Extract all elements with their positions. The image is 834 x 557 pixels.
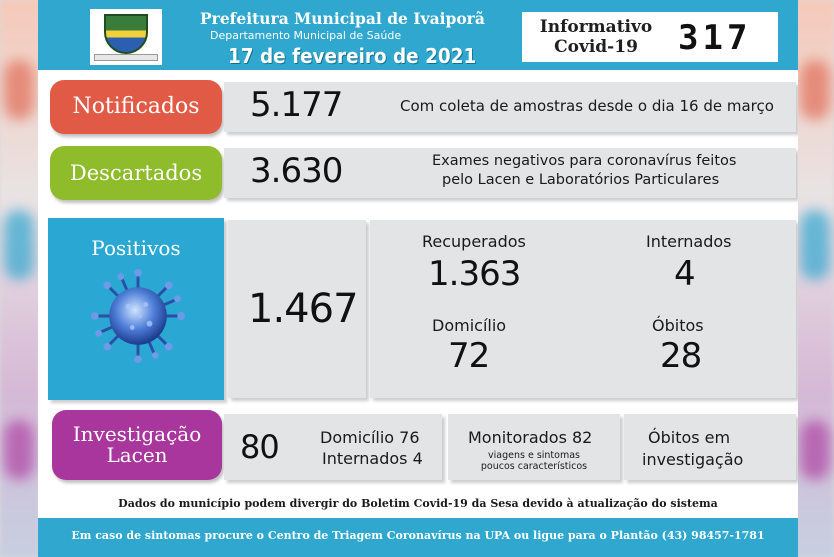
notificados-description: Com coleta de amostras desde o dia 16 de… [400, 97, 774, 115]
notificados-panel: 5.177 Com coleta de amostras desde o dia… [224, 82, 796, 132]
footer: Em caso de sintomas procure o Centro de … [38, 518, 798, 557]
recuperados-label: Recuperados [422, 232, 526, 251]
informativo-number: 317 [678, 18, 752, 58]
investigacao-label-line1: Investigação [72, 422, 202, 446]
monitorados-value: Monitorados 82 [468, 428, 593, 447]
investigacao-domicilio: Domicílio 76 [320, 428, 420, 447]
prefeitura-title: Prefeitura Municipal de Ivaiporã [200, 9, 485, 28]
investigacao-label-line2: Lacen [106, 443, 168, 467]
internados-label: Internados [646, 232, 732, 251]
monitorados-note-line2: poucos característicos [480, 461, 588, 472]
descartados-panel: 3.630 Exames negativos para coronavírus … [224, 148, 796, 198]
virus-icon [90, 268, 186, 364]
descartados-description-line1: Exames negativos para coronavírus feitos [432, 153, 737, 169]
positivos-details-panel: Recuperados 1.363 Internados 4 Domicílio… [370, 220, 796, 398]
investigacao-value: 80 [240, 428, 280, 466]
informativo-title: Informativo Covid-19 [539, 17, 653, 57]
internados-value: 4 [674, 254, 696, 294]
informativo-box: Informativo Covid-19 317 [522, 12, 778, 62]
positivos-total-panel: 1.467 [228, 220, 366, 398]
municipal-logo [90, 9, 162, 65]
positivos-value: 1.467 [248, 286, 359, 332]
investigacao-internados: Internados 4 [322, 449, 423, 468]
obitos-value: 28 [660, 336, 702, 376]
disclaimer: Dados do município podem divergir do Bol… [118, 497, 718, 510]
covid-bulletin-card: Prefeitura Municipal de Ivaiporã Departa… [38, 0, 798, 557]
recuperados-value: 1.363 [428, 254, 521, 294]
positivos-panel: Positivos [48, 218, 224, 400]
notificados-value: 5.177 [250, 85, 343, 125]
investigacao-total-panel: 80 Domicílio 76 Internados 4 [224, 414, 442, 480]
obitos-investigacao-line1: Óbitos em [648, 428, 731, 447]
descartados-value: 3.630 [250, 151, 343, 191]
departamento-subtitle: Departamento Municipal de Saúde [210, 29, 402, 42]
logo-ribbon [94, 54, 158, 61]
domicilio-value: 72 [448, 336, 490, 376]
obitos-investigacao-line2: investigação [642, 450, 744, 469]
background-right [794, 0, 834, 557]
obitos-label: Óbitos [652, 316, 704, 335]
monitorados-note-line1: viagens e sintomas [488, 450, 580, 461]
header: Prefeitura Municipal de Ivaiporã Departa… [38, 0, 798, 70]
positivos-label: Positivos [91, 236, 181, 260]
investigacao-label: Investigação Lacen [52, 410, 222, 480]
monitorados-panel: Monitorados 82 viagens e sintomas poucos… [448, 414, 620, 480]
coat-of-arms-icon [104, 14, 148, 54]
descartados-description-line2: pelo Lacen e Laboratórios Particulares [442, 172, 720, 188]
bulletin-date: 17 de fevereiro de 2021 [228, 44, 477, 68]
footer-text: Em caso de sintomas procure o Centro de … [71, 529, 765, 542]
notificados-label: Notificados [50, 80, 222, 134]
obitos-investigacao-panel: Óbitos em investigação [624, 414, 796, 480]
domicilio-label: Domicílio [432, 316, 507, 335]
descartados-label: Descartados [50, 146, 222, 200]
background-left [0, 0, 40, 557]
